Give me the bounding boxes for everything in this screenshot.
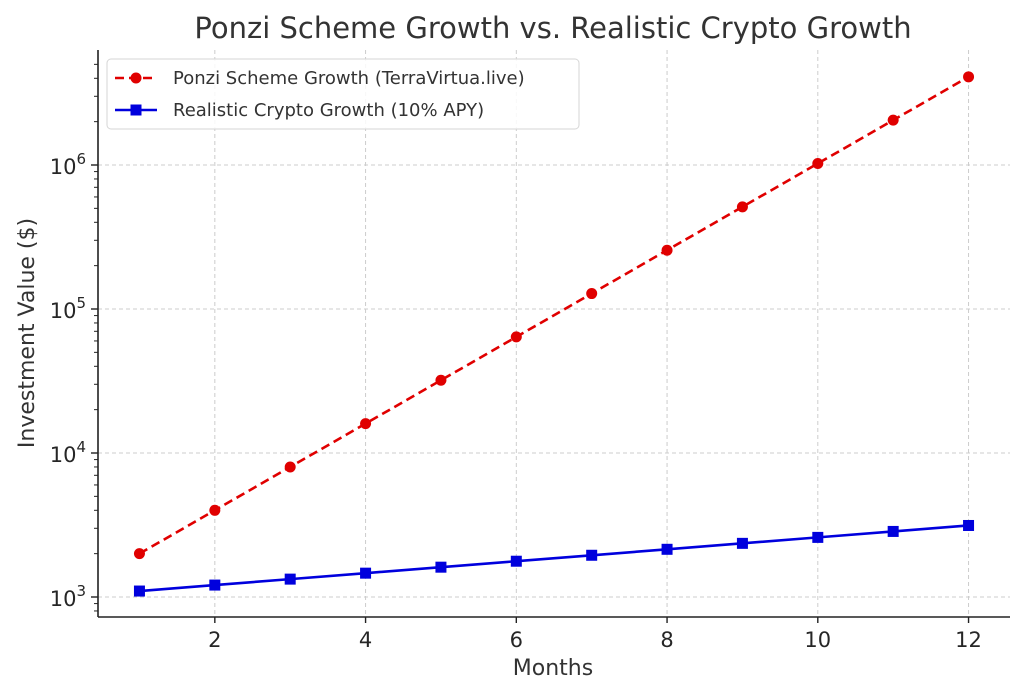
data-point [360, 567, 372, 579]
legend-item: Ponzi Scheme Growth (TerraVirtua.live) [115, 68, 525, 89]
data-point [812, 531, 824, 543]
data-point [963, 71, 975, 83]
legend-marker [130, 104, 142, 116]
x-tick-label: 2 [208, 628, 221, 652]
axes [97, 50, 1010, 618]
legend-label: Ponzi Scheme Growth (TerraVirtua.live) [173, 68, 525, 89]
legend-marker [130, 72, 142, 84]
legend: Ponzi Scheme Growth (TerraVirtua.live) Re… [106, 58, 580, 130]
data-point [586, 549, 598, 561]
series-layer [133, 71, 975, 597]
data-point [435, 374, 447, 386]
data-point [209, 579, 221, 591]
y-tick-label: 104 [50, 438, 86, 467]
grid [98, 50, 1010, 617]
data-point [133, 585, 145, 597]
x-tick-label: 12 [955, 628, 982, 652]
data-point [736, 201, 748, 213]
legend-box [106, 58, 580, 130]
data-point [284, 573, 296, 585]
data-point [661, 244, 673, 256]
data-point [284, 461, 296, 473]
data-point [661, 543, 673, 555]
series-realistic [133, 519, 975, 597]
data-point [133, 548, 145, 560]
x-tick-label: 6 [510, 628, 523, 652]
series-ponzi [133, 71, 975, 560]
legend-item: Realistic Crypto Growth (10% APY) [115, 100, 484, 121]
series-line [139, 524, 969, 593]
x-tick-label: 8 [660, 628, 673, 652]
y-tick-label: 106 [50, 150, 86, 179]
data-point [209, 504, 221, 516]
y-tick-label: 103 [50, 582, 86, 611]
data-point [510, 331, 522, 343]
y-axis-ticks: 103 104 105 106 [50, 150, 98, 611]
data-point [586, 288, 598, 300]
data-point [963, 519, 975, 531]
y-tick-label: 105 [50, 294, 86, 323]
x-tick-label: 4 [359, 628, 372, 652]
series-line [138, 75, 970, 555]
data-point [887, 114, 899, 126]
chart-title: Ponzi Scheme Growth vs. Realistic Crypto… [194, 11, 911, 45]
data-point [360, 418, 372, 430]
x-axis-label: Months [513, 656, 593, 681]
data-point [887, 525, 899, 537]
x-axis-ticks: 2 4 6 8 10 12 [208, 617, 982, 652]
x-tick-label: 10 [804, 628, 831, 652]
y-axis-label: Investment Value ($) [15, 218, 40, 448]
data-point [736, 537, 748, 549]
data-point [435, 561, 447, 573]
legend-label: Realistic Crypto Growth (10% APY) [173, 100, 484, 121]
data-point [510, 555, 522, 567]
data-point [812, 158, 824, 170]
